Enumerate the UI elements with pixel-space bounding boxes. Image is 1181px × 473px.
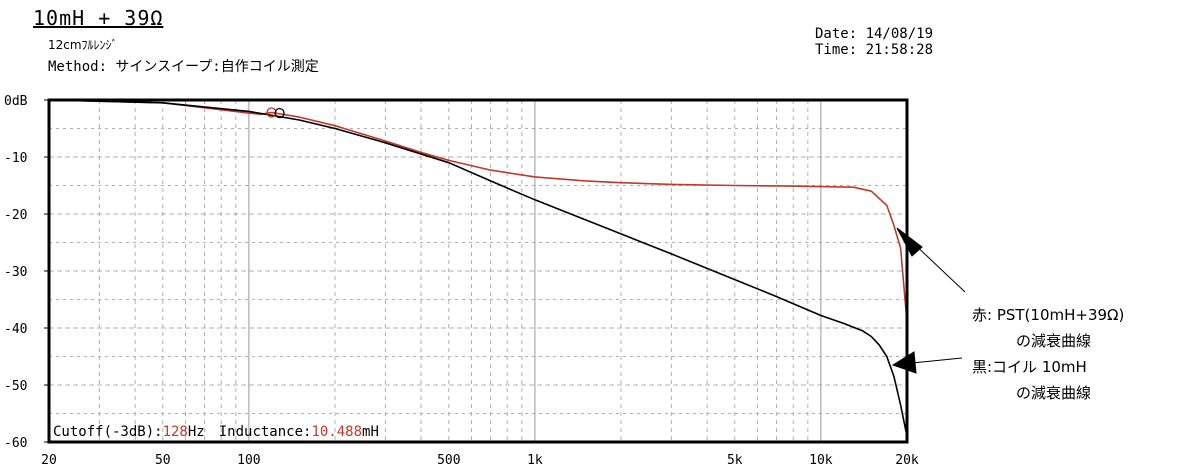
black-annotation-arrowhead [891,351,917,374]
black-annotation-label: 黒:コイル 10mH [972,358,1087,376]
y-tick-label: -30 [4,265,27,280]
y-axis-ticks: 0dB -10 -20 -30 -40 -50 -60 [4,94,49,451]
red-annotation-label: 赤: PST(10mH+39Ω) [972,306,1125,324]
black-annotation-sublabel: の減衰曲線 [1016,384,1092,402]
x-axis-ticks: 20 50 100 500 1k 5k 10k 20k [41,453,919,468]
date-text: Date: 14/08/19 [815,26,934,42]
chart-markers [266,107,285,119]
red-annotation-arrowhead [896,227,923,257]
annotation-arrows [891,227,966,374]
chart-curves [48,99,908,437]
cutoff-marker-1 [266,107,277,118]
y-tick-label: -20 [4,208,27,223]
cutoff-marker-2 [274,107,285,119]
red-annotation-sublabel: の減衰曲線 [1016,332,1092,350]
method-text: Method: サインスイープ:自作コイル測定 [48,59,319,75]
black-annotation-line [911,357,963,364]
x-tick-label: 100 [237,453,260,468]
y-tick-label: -60 [4,436,27,451]
x-tick-label: 1k [527,453,543,468]
y-tick-label: 0dB [4,94,28,109]
x-tick-label: 20k [895,453,919,468]
x-tick-label: 20 [41,453,57,468]
chart-grid [48,99,908,443]
time-text: Time: 21:58:28 [815,42,934,58]
readout-text: Cutoff(-3dB):128Hz Inductance:10.488mH [53,424,379,440]
y-tick-label: -10 [4,151,27,166]
y-tick-label: -40 [4,322,27,337]
series-line-1 [48,99,908,323]
series-line-2 [48,99,908,437]
chart-title: 10mH + 39Ω [33,6,164,30]
y-tick-label: -50 [4,379,27,394]
x-tick-label: 500 [437,453,460,468]
speaker-description: 12cmﾌﾙﾚﾝｼﾞ [48,38,118,52]
x-tick-label: 10k [809,453,833,468]
x-tick-label: 5k [727,453,743,468]
x-tick-label: 50 [155,453,171,468]
